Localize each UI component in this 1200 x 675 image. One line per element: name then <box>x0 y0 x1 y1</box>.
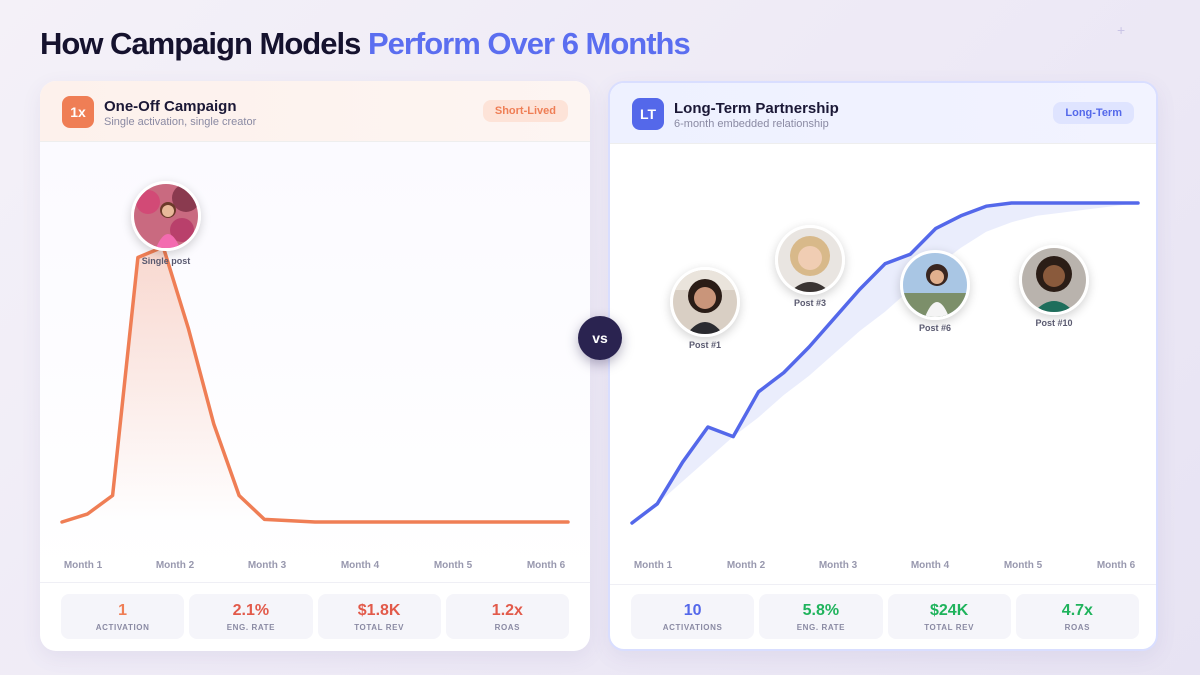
x-tick-label: Month 2 <box>156 560 195 571</box>
stat-activations: 10 ACTIVATIONS <box>631 594 755 639</box>
sparkle-icon: + <box>1117 22 1126 38</box>
long-term-chart: Month 1 Month 2 Month 3 Month 4 Month 5 Month… <box>630 201 1140 571</box>
divider <box>40 582 590 583</box>
stat-eng-rate: 2.1% ENG. RATE <box>189 594 313 639</box>
long-term-badge-icon: LT <box>632 98 664 130</box>
stat-value: 1 <box>118 601 128 619</box>
x-tick-label: Month 6 <box>527 560 566 571</box>
vs-badge: vs <box>578 316 622 360</box>
x-tick-label: Month 3 <box>819 560 858 571</box>
stat-label: TOTAL REV <box>924 622 975 632</box>
post-3-label: Post #3 <box>793 298 826 308</box>
stats-row: 1 ACTIVATION 2.1% ENG. RATE $1.8K TOTAL … <box>61 594 569 639</box>
card-title: One-Off Campaign <box>104 98 237 115</box>
creator-avatar <box>775 225 845 295</box>
series-line <box>630 201 1140 525</box>
stat-roas: 1.2x ROAS <box>445 594 569 639</box>
x-tick-label: Month 1 <box>64 560 103 571</box>
stat-value: $24K <box>930 601 969 619</box>
stat-label: ENG. RATE <box>796 622 846 632</box>
card-header: 1x One-Off Campaign Single activation, s… <box>40 81 590 142</box>
stats-row: 10 ACTIVATIONS 5.8% ENG. RATE $24K TOTAL… <box>631 594 1139 639</box>
x-tick-label: Month 1 <box>634 560 673 571</box>
x-tick-label: Month 5 <box>1004 560 1043 571</box>
stat-activation: 1 ACTIVATION <box>61 594 185 639</box>
title-part-2: Perform Over 6 Months <box>367 26 691 61</box>
stat-total-rev: $24K TOTAL REV <box>887 594 1011 639</box>
x-tick-label: Month 4 <box>911 560 950 571</box>
creator-avatar <box>670 267 740 337</box>
card-title: Long-Term Partnership <box>674 100 839 117</box>
card-subtitle: Single activation, single creator <box>104 116 257 128</box>
stat-value: 4.7x <box>1061 601 1093 619</box>
long-term-partnership-card: LT Long-Term Partnership 6-month embedde… <box>608 81 1158 651</box>
one-off-badge-icon: 1x <box>62 96 94 128</box>
plot-area <box>610 144 1156 584</box>
stat-label: TOTAL REV <box>354 622 405 632</box>
x-tick-label: Month 4 <box>341 560 380 571</box>
stat-eng-rate: 5.8% ENG. RATE <box>759 594 883 639</box>
single-post-label: Single post <box>141 256 191 266</box>
stat-value: 2.1% <box>232 601 270 619</box>
page-title: How Campaign Models Perform Over 6 Month… <box>40 26 691 62</box>
one-off-chart: Month 1 Month 2 Month 3 Month 4 Month 5 Month… <box>60 245 570 571</box>
x-tick-label: Month 3 <box>248 560 287 571</box>
stat-total-rev: $1.8K TOTAL REV <box>317 594 441 639</box>
stat-value: 10 <box>683 601 702 619</box>
stat-value: 5.8% <box>802 601 840 619</box>
area-fill <box>62 246 568 522</box>
series-line <box>60 245 570 524</box>
stat-roas: 4.7x ROAS <box>1015 594 1139 639</box>
stat-label: ACTIVATION <box>95 622 150 632</box>
post-1-label: Post #1 <box>688 340 721 350</box>
creator-avatar <box>1019 245 1089 315</box>
creator-avatar <box>131 181 201 251</box>
x-tick-label: Month 2 <box>727 560 766 571</box>
range-band <box>632 203 1138 523</box>
x-tick-label: Month 6 <box>1097 560 1136 571</box>
card-header: LT Long-Term Partnership 6-month embedde… <box>610 83 1156 144</box>
creator-avatar <box>900 250 970 320</box>
stat-label: ROAS <box>494 622 521 632</box>
long-term-pill: Long-Term <box>1053 102 1134 124</box>
post-6-label: Post #6 <box>918 323 951 333</box>
one-off-campaign-card: 1x One-Off Campaign Single activation, s… <box>40 81 590 651</box>
card-subtitle: 6-month embedded relationship <box>674 118 829 130</box>
stat-label: ROAS <box>1064 622 1091 632</box>
title-part-1: How Campaign Models <box>40 26 361 61</box>
stat-label: ACTIVATIONS <box>662 622 723 632</box>
x-tick-label: Month 5 <box>434 560 473 571</box>
stat-label: ENG. RATE <box>226 622 276 632</box>
stat-value: 1.2x <box>491 601 523 619</box>
stat-value: $1.8K <box>357 601 401 619</box>
short-lived-pill: Short-Lived <box>482 100 568 122</box>
divider <box>610 584 1156 585</box>
post-10-label: Post #10 <box>1035 318 1073 328</box>
